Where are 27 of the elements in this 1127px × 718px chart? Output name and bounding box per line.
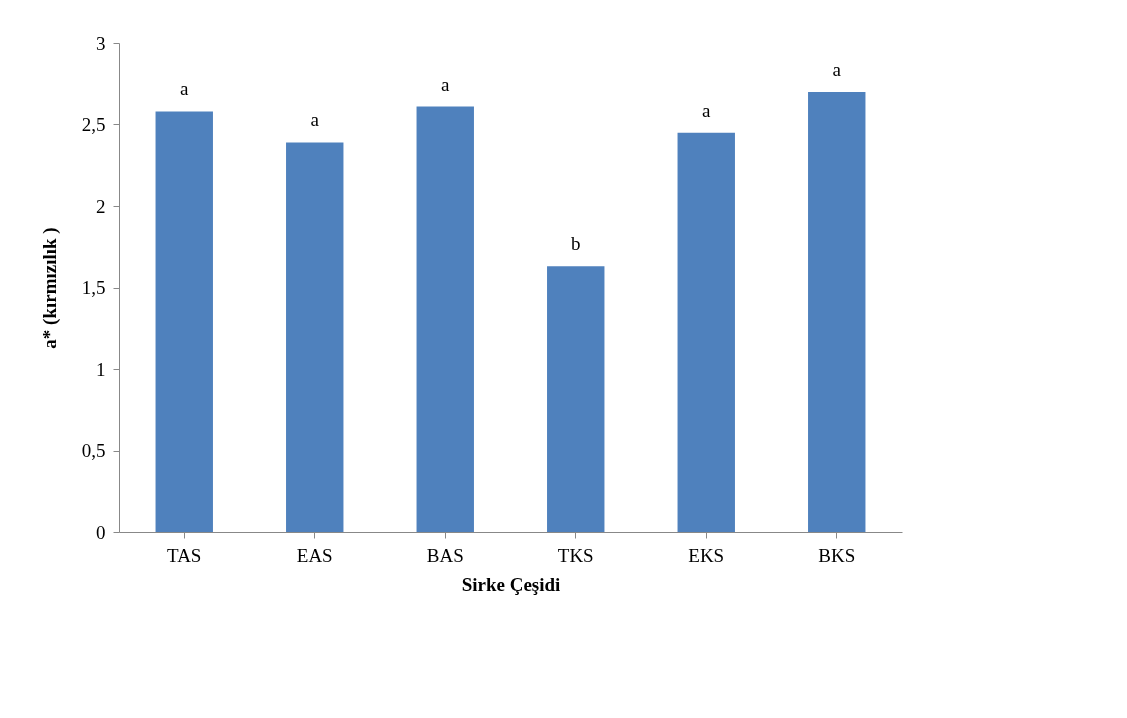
bar (155, 111, 213, 532)
annotation: a (832, 58, 842, 80)
y-tick-label: 0 (96, 521, 106, 543)
bar (547, 266, 605, 532)
x-tick-label: EKS (688, 544, 725, 566)
bar (286, 142, 344, 532)
y-axis-title: a* (kırmızılık ) (38, 227, 61, 349)
bar (808, 91, 866, 532)
annotation: b (571, 233, 581, 255)
annotation: a (702, 99, 712, 121)
x-tick-label: EAS (296, 544, 333, 566)
y-tick-label: 0,5 (81, 440, 106, 461)
annotation: a (441, 73, 451, 95)
y-tick-label: 2,5 (81, 114, 106, 135)
bar (677, 132, 735, 532)
annotation: a (310, 109, 320, 131)
x-tick-label: TKS (557, 544, 594, 566)
y-tick-label: 2 (96, 195, 106, 217)
annotation: a (180, 78, 190, 100)
y-tick-label: 1 (96, 358, 106, 380)
y-tick-label: 1,5 (81, 277, 106, 298)
bar (416, 106, 474, 532)
x-tick-label: BKS (818, 544, 856, 566)
x-tick-label: BAS (426, 544, 464, 566)
y-tick-label: 3 (96, 32, 106, 54)
x-axis-title: Sirke Çeşidi (461, 573, 561, 595)
x-tick-label: TAS (167, 544, 202, 566)
